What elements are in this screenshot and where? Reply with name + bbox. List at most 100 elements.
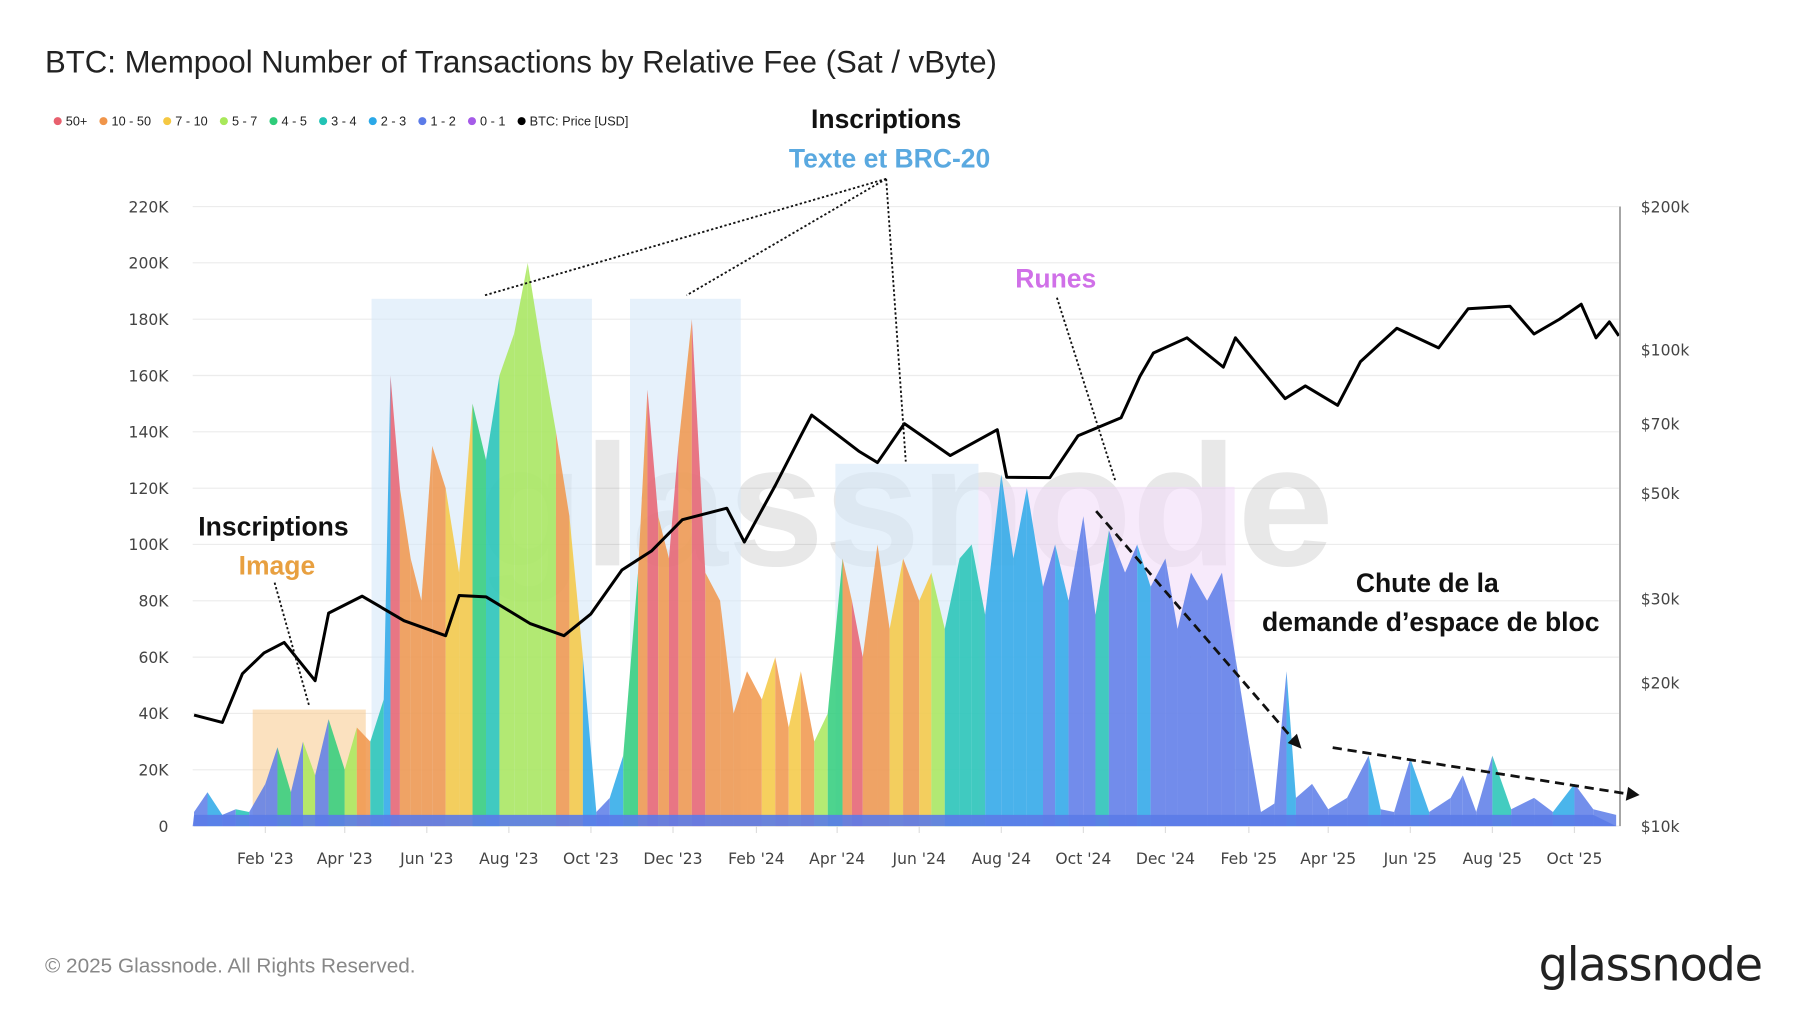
- area-segment-2-3: [1410, 758, 1430, 827]
- area-segment-1-2: [1191, 572, 1208, 827]
- area-segment-7-10: [889, 558, 904, 827]
- area-segment-2-3: [1001, 474, 1014, 827]
- area-segment-4-5: [328, 719, 345, 827]
- y-right-tick-label: $10k: [1641, 818, 1680, 836]
- x-tick-label: Aug '24: [972, 850, 1032, 868]
- area-segment-7-10: [919, 572, 932, 827]
- x-tick-label: Apr '24: [809, 850, 865, 868]
- area-segment-10-50: [775, 657, 789, 827]
- arrow-head-icon: [1287, 733, 1302, 749]
- area-segment-4-5: [827, 558, 843, 827]
- area-segment-50+: [668, 445, 679, 827]
- area-segment-10-50: [399, 488, 411, 827]
- x-tick-label: Feb '25: [1221, 850, 1278, 868]
- legend-dot-icon: [319, 117, 328, 126]
- x-tick-label: Jun '23: [399, 850, 453, 868]
- area-segment-3-4: [959, 544, 972, 827]
- x-tick-label: Feb '23: [237, 850, 294, 868]
- area-segment-10-50: [432, 445, 446, 827]
- x-tick-label: Apr '25: [1300, 850, 1356, 868]
- trend-arrow: [1095, 510, 1294, 740]
- y-tick-label: 160K: [129, 367, 170, 385]
- y-tick-label: 100K: [129, 536, 170, 554]
- y-tick-label: 220K: [129, 198, 170, 216]
- legend-label: BTC: Price [USD]: [530, 115, 629, 129]
- pointer-line: [885, 178, 907, 462]
- area-segment-2-3: [609, 755, 624, 827]
- area-segment-5-7: [303, 741, 316, 827]
- area-segment-1-2: [1221, 572, 1236, 827]
- legend-label: 50+: [66, 115, 88, 129]
- area-segment-5-7: [514, 262, 528, 827]
- y-right-tick-label: $100k: [1641, 342, 1690, 360]
- y-tick-label: 180K: [129, 311, 170, 329]
- btc-price-line: [193, 302, 1621, 724]
- annotation-image-sub: Image: [239, 551, 316, 581]
- y-tick-label: 0: [159, 818, 169, 836]
- legend-item: 50+: [53, 115, 88, 129]
- legend-label: 7 - 10: [175, 115, 207, 129]
- area-segment-1-2: [1450, 775, 1463, 827]
- area-segment-1-2: [1068, 516, 1084, 827]
- area-base-1-2: [192, 814, 1617, 827]
- area-segment-3-4: [370, 699, 384, 827]
- legend: 50+ 10 - 50 7 - 10 5 - 7 4 - 5 3 - 4 2 - 3 1 - …: [53, 115, 629, 129]
- area-segment-1-2: [1108, 530, 1126, 827]
- right-axis-ticks: $10k $20k $30k $50k $70k $100k $200k: [1641, 198, 1690, 836]
- area-segment-10-50: [800, 671, 815, 827]
- trend-arrow: [1332, 746, 1628, 796]
- mempool-areas: [192, 262, 1617, 827]
- x-tick-label: Feb '24: [728, 850, 785, 868]
- x-tick-label: Jun '25: [1383, 850, 1437, 868]
- area-segment-2-3: [383, 375, 391, 827]
- left-axis-ticks: 0 20K 40K 60K 80K 100K 120K 140K 160K 180K 200K 220…: [129, 198, 170, 836]
- x-tick-label: Oct '25: [1546, 850, 1602, 868]
- legend-label: 4 - 5: [282, 115, 307, 129]
- pointer-line: [273, 582, 311, 707]
- area-segment-1-2: [290, 741, 304, 827]
- legend-dot-icon: [99, 117, 108, 126]
- y-tick-label: 20K: [138, 762, 169, 780]
- glassnode-logo: glassnode: [1539, 938, 1762, 992]
- area-segment-1-2: [1207, 572, 1222, 827]
- area-segment-7-10: [788, 671, 801, 827]
- area-segment-50+: [647, 389, 659, 827]
- x-tick-label: Dec '23: [643, 850, 702, 868]
- area-segment-1-2: [1125, 544, 1138, 827]
- area-segment-2-3: [1137, 544, 1151, 827]
- area-segment-10-50: [877, 544, 890, 827]
- area-segment-10-50: [842, 558, 852, 827]
- annotation-drop-line2: demande d’espace de bloc: [1262, 607, 1599, 637]
- x-tick-label: Aug '23: [479, 850, 538, 868]
- legend-dot-icon: [269, 117, 278, 126]
- area-segment-50+: [851, 600, 863, 827]
- legend-item: 0 - 1: [467, 115, 505, 129]
- legend-label: 10 - 50: [112, 115, 152, 129]
- arrow-head-icon: [1625, 786, 1640, 801]
- pointer-line: [484, 177, 887, 297]
- legend-label: 0 - 1: [480, 115, 505, 129]
- area-segment-3-4: [944, 558, 960, 827]
- legend-item: 7 - 10: [163, 115, 208, 129]
- area-segment-10-50: [658, 516, 669, 827]
- area-segment-10-50: [733, 671, 748, 827]
- y-right-tick-label: $30k: [1641, 591, 1680, 609]
- legend-item: BTC: Price [USD]: [517, 115, 629, 129]
- y-right-tick-label: $20k: [1641, 675, 1680, 693]
- x-tick-label: Apr '23: [317, 850, 373, 868]
- pointer-line: [686, 178, 887, 297]
- area-segment-10-50: [555, 431, 570, 827]
- area-segment-10-50: [410, 558, 422, 827]
- y-tick-label: 40K: [138, 705, 169, 723]
- area-segment-10-50: [903, 558, 920, 827]
- area-segment-5-7: [931, 572, 945, 827]
- area-segment-10-50: [421, 445, 433, 827]
- area-segment-1-2: [1083, 516, 1096, 827]
- area-segment-10-50: [720, 600, 734, 827]
- area-segment-5-7: [344, 727, 357, 827]
- area-segment-3-4: [1095, 530, 1109, 827]
- annotation-brc20-sub: Texte et BRC-20: [789, 143, 990, 173]
- legend-dot-icon: [219, 117, 228, 126]
- area-segment-50+: [390, 375, 400, 827]
